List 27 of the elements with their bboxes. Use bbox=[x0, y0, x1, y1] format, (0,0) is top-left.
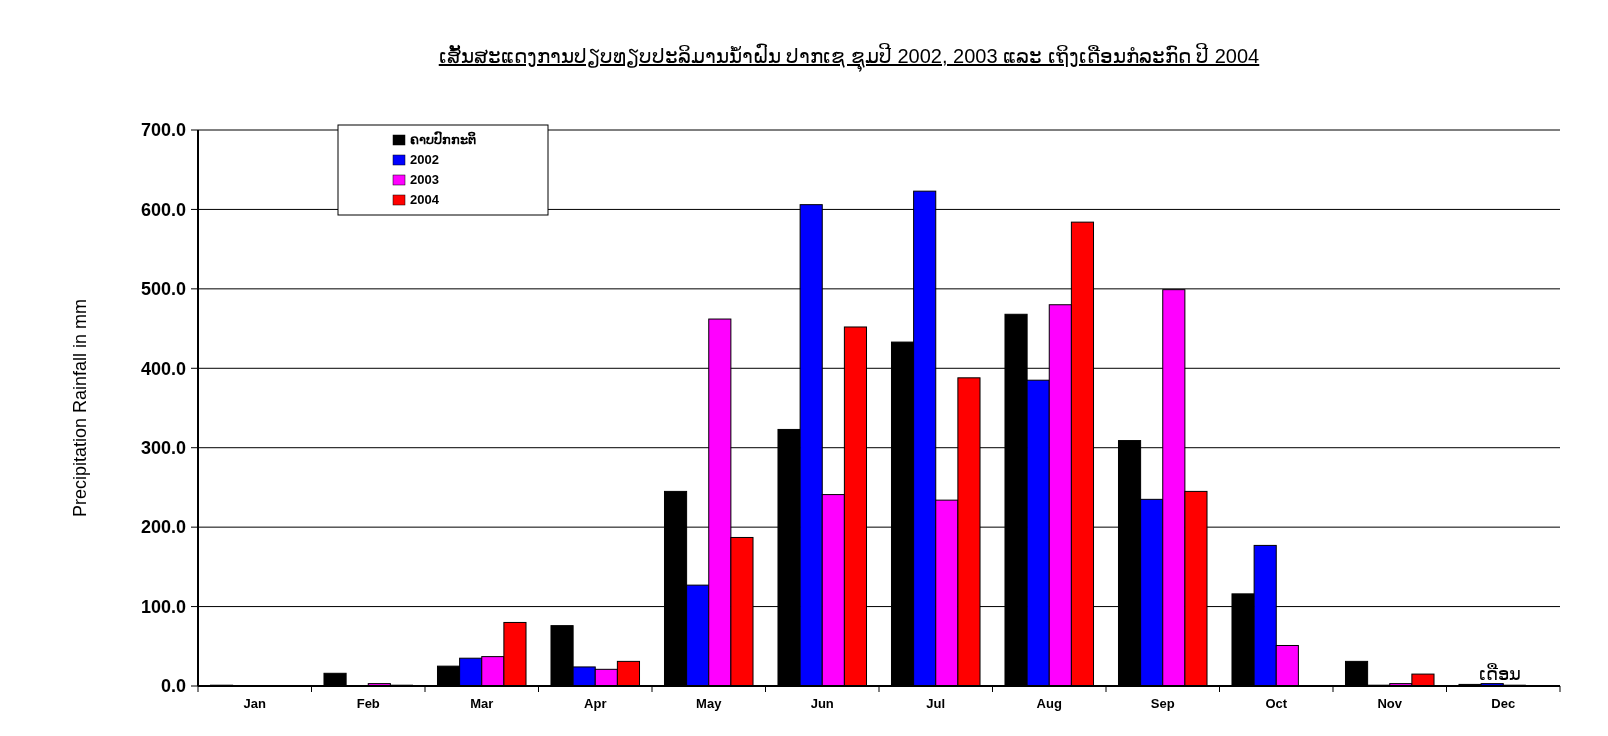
x-tick-label: Jun bbox=[810, 696, 834, 711]
legend-label: 2003 bbox=[410, 172, 439, 187]
x-tick-label: Dec bbox=[1491, 696, 1516, 711]
x-tick-label: Jul bbox=[926, 696, 946, 711]
y-tick-label: 600.0 bbox=[140, 199, 186, 220]
x-tick-label: May bbox=[696, 696, 723, 711]
y-tick-label: 200.0 bbox=[140, 517, 186, 538]
x-tick-label: Nov bbox=[1377, 696, 1403, 711]
y-axis-title: Precipitation Rainfall in mm bbox=[70, 298, 90, 518]
x-tick-label: Oct bbox=[1265, 696, 1288, 711]
x-tick-label: Jan bbox=[243, 696, 267, 711]
legend-label: ຄາບປົກກະຕິ bbox=[410, 131, 476, 147]
x-tick-label: Feb bbox=[356, 696, 380, 711]
y-tick-label: 400.0 bbox=[140, 358, 186, 379]
chart-title: ເສັ້ນສະແດງການປຽບທຽບປະລິມານນ້ຳຝົນ ປາກເຊ ຊຸມປີ 2002, 2003 ແລະ ເຖິງເດືອນກໍລະກົດ ປີ 2004 bbox=[438, 43, 1260, 72]
x-tick-label: Apr bbox=[584, 696, 607, 711]
y-tick-label: 500.0 bbox=[140, 279, 186, 300]
legend-label: 2002 bbox=[410, 152, 439, 167]
y-tick-label: 0.0 bbox=[160, 676, 186, 697]
y-tick-label: 700.0 bbox=[140, 120, 186, 141]
x-tick-label: Aug bbox=[1036, 696, 1062, 711]
x-tick-label: Sep bbox=[1150, 696, 1175, 711]
x-axis-title: ເດືອນ bbox=[1479, 663, 1521, 684]
x-tick-label: Mar bbox=[470, 696, 494, 711]
y-tick-label: 100.0 bbox=[140, 596, 186, 617]
legend-label: 2004 bbox=[410, 192, 440, 207]
y-tick-label: 300.0 bbox=[140, 438, 186, 459]
